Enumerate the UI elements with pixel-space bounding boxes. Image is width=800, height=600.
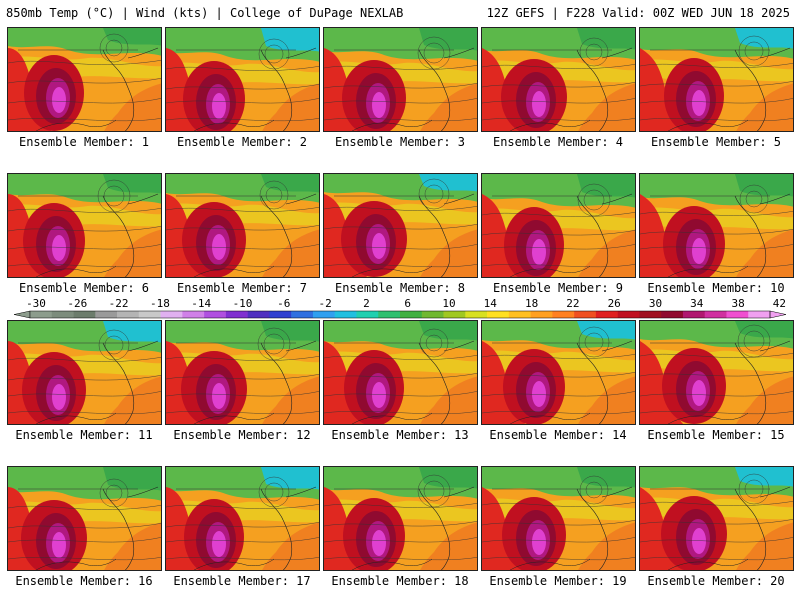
colorbar-segment [574,311,597,318]
colorbar-segment [617,311,640,318]
ensemble-member-label: Ensemble Member: 18 [331,574,469,588]
colorbar-segment [443,311,466,318]
ensemble-member-map-14 [481,320,636,425]
colorbar-segment [682,311,706,318]
colorbar-segment [726,311,749,318]
colorbar-segment [661,311,684,318]
ensemble-member-map-8 [323,173,478,278]
ensemble-member-label: Ensemble Member: 1 [18,135,150,149]
ensemble-member-map-7 [165,173,320,278]
temperature-colorbar: -30 -26 -22 -18 -14 -10 -6 -2 2 6 10 14 18 22 26 30 34 38… [13,297,787,319]
colorbar-segment [247,311,270,318]
colorbar-segment [748,311,771,318]
ensemble-member-label: Ensemble Member: 12 [173,428,311,442]
ensemble-member-label: Ensemble Member: 3 [334,135,466,149]
colorbar-tick-label: -26 [67,297,87,310]
colorbar-segment [508,311,531,318]
ensemble-member-map-11 [7,320,162,425]
colorbar-tick-label: 34 [690,297,704,310]
colorbar-segment [269,311,292,318]
colorbar-segment [487,311,510,318]
ensemble-member-map-10 [639,173,794,278]
colorbar-max-arrow [769,310,787,319]
colorbar-tick-label: 22 [566,297,579,310]
colorbar-segment [378,311,401,318]
colorbar-segment [334,311,357,318]
colorbar-tick-label: 42 [773,297,786,310]
model-run-info: 12Z GEFS | F228 Valid: 00Z WED JUN 18 20… [486,6,790,20]
colorbar-tick-label: -30 [26,297,46,310]
colorbar-segment [530,311,553,318]
ensemble-member-map-3 [323,27,478,132]
colorbar-segment [117,311,140,318]
colorbar-segment [51,311,74,318]
colorbar-tick-label: -2 [318,297,331,310]
colorbar-tick-label: -18 [150,297,170,310]
ensemble-member-map-20 [639,466,794,571]
ensemble-member-label: Ensemble Member: 15 [647,428,785,442]
ensemble-member-label: Ensemble Member: 5 [650,135,782,149]
colorbar-segment [30,311,53,318]
ensemble-member-label: Ensemble Member: 7 [176,281,308,295]
colorbar-outline [29,310,771,319]
ensemble-member-label: Ensemble Member: 17 [173,574,311,588]
ensemble-member-map-1 [7,27,162,132]
ensemble-member-label: Ensemble Member: 8 [334,281,466,295]
colorbar-segment [552,311,575,318]
ensemble-member-map-12 [165,320,320,425]
colorbar-segment [204,311,227,318]
ensemble-member-map-17 [165,466,320,571]
colorbar-segment [421,311,444,318]
ensemble-member-label: Ensemble Member: 10 [647,281,785,295]
colorbar-tick-label: -10 [233,297,253,310]
colorbar-tick-label: 18 [525,297,538,310]
colorbar-segment [95,311,118,318]
colorbar-tick-label: 6 [404,297,411,310]
colorbar-tick-label: -22 [109,297,129,310]
ensemble-member-label: Ensemble Member: 13 [331,428,469,442]
colorbar-segment [465,311,488,318]
colorbar-segment [639,311,662,318]
ensemble-member-map-5 [639,27,794,132]
colorbar-segment [291,311,314,318]
colorbar-tick-label: 38 [731,297,744,310]
ensemble-member-map-2 [165,27,320,132]
colorbar-tick-label: 14 [484,297,498,310]
ensemble-member-label: Ensemble Member: 14 [489,428,627,442]
colorbar-segment [225,311,248,318]
ensemble-member-map-13 [323,320,478,425]
colorbar-segment [73,311,96,318]
colorbar-tick-label: 30 [649,297,662,310]
colorbar-min-arrow [13,310,31,319]
colorbar-segment [704,311,727,318]
colorbar-segment [400,311,423,318]
ensemble-member-map-16 [7,466,162,571]
ensemble-member-map-18 [323,466,478,571]
ensemble-member-label: Ensemble Member: 20 [647,574,785,588]
ensemble-member-map-4 [481,27,636,132]
colorbar-tick-label: 26 [608,297,621,310]
colorbar-segment [312,311,336,318]
ensemble-member-map-9 [481,173,636,278]
colorbar-segment [138,311,161,318]
ensemble-member-label: Ensemble Member: 19 [489,574,627,588]
colorbar-segment [182,311,205,318]
ensemble-member-map-19 [481,466,636,571]
colorbar-tick-label: 2 [363,297,370,310]
ensemble-member-label: Ensemble Member: 2 [176,135,308,149]
ensemble-member-label: Ensemble Member: 16 [15,574,153,588]
ensemble-member-map-6 [7,173,162,278]
colorbar-tick-label: -14 [191,297,211,310]
ensemble-member-label: Ensemble Member: 11 [15,428,153,442]
chart-title: 850mb Temp (°C) | Wind (kts) | College o… [6,6,404,20]
ensemble-member-map-15 [639,320,794,425]
ensemble-member-label: Ensemble Member: 4 [492,135,624,149]
colorbar-segment [160,311,183,318]
colorbar-segment [595,311,618,318]
ensemble-member-label: Ensemble Member: 9 [492,281,624,295]
colorbar-tick-label: -6 [277,297,290,310]
colorbar-tick-label: 10 [442,297,455,310]
ensemble-member-label: Ensemble Member: 6 [18,281,150,295]
colorbar-segment [356,311,379,318]
